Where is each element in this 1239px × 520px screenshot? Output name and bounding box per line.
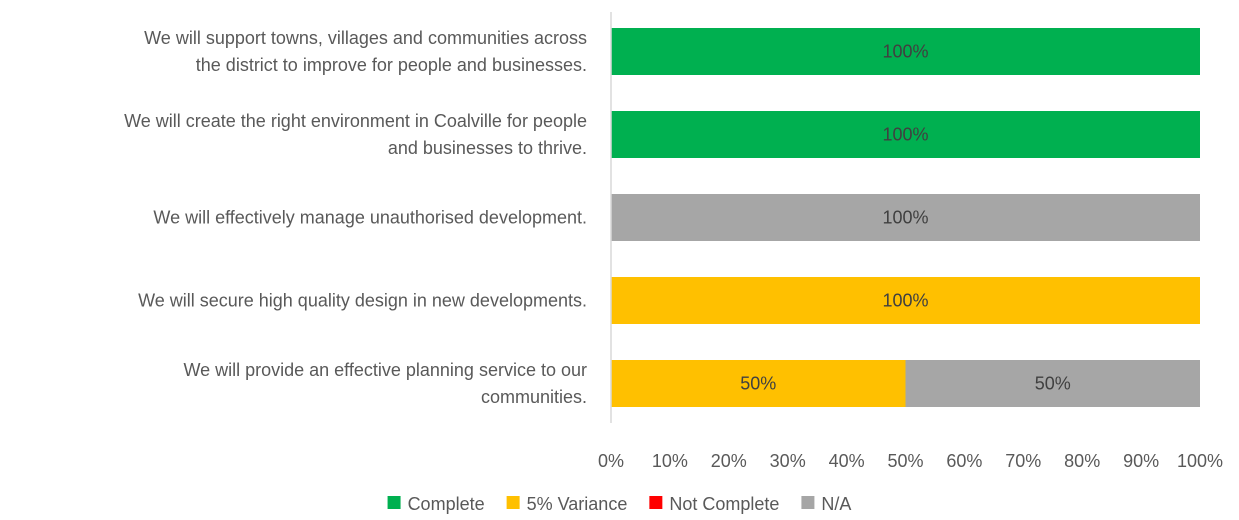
category-label-5: We will provide an effective planning se… [183, 360, 587, 407]
legend-label-5-variance: 5% Variance [527, 494, 628, 514]
legend-label-n-a: N/A [821, 494, 851, 514]
x-tick-label: 20% [711, 451, 747, 471]
data-label-n-a-5: 50% [1035, 374, 1071, 394]
x-tick-label: 50% [887, 451, 923, 471]
x-tick-label: 80% [1064, 451, 1100, 471]
legend-label-complete: Complete [408, 494, 485, 514]
legend-swatch-5-variance [506, 496, 520, 509]
x-tick-label: 100% [1177, 451, 1223, 471]
legend-item-complete: Complete [387, 494, 485, 514]
legend-item-5-variance: 5% Variance [506, 494, 628, 514]
bar-complete-1 [611, 28, 1200, 75]
category-labels: We will support towns, villages and comm… [124, 28, 587, 407]
x-tick-label: 10% [652, 451, 688, 471]
bar-complete-2 [611, 111, 1200, 158]
x-axis-ticks: 0% 10% 20% 30% 40% 50% 60% 70% 80% 90% 100% [598, 451, 1223, 471]
legend-swatch-n-a [801, 496, 815, 509]
legend-swatch-not-complete [649, 496, 663, 509]
x-tick-label: 40% [829, 451, 865, 471]
category-label-2: We will create the right environment in … [124, 111, 587, 158]
data-label-complete-2: 100% [882, 125, 928, 145]
legend-item-not-complete: Not Complete [649, 494, 779, 514]
bar-n-a-5 [905, 360, 1200, 407]
x-tick-label: 0% [598, 451, 624, 471]
legend: Complete 5% Variance Not Complete N/A [387, 494, 851, 514]
category-label-4: We will secure high quality design in ne… [138, 291, 587, 311]
x-tick-label: 30% [770, 451, 806, 471]
data-label-5-variance-4: 100% [882, 291, 928, 311]
category-label-1: We will support towns, villages and comm… [144, 28, 587, 75]
data-label-5-variance-5: 50% [740, 374, 776, 394]
data-label-complete-1: 100% [882, 42, 928, 62]
x-tick-label: 70% [1005, 451, 1041, 471]
bar-5-variance-5 [611, 360, 906, 407]
legend-swatch-complete [387, 496, 401, 509]
data-label-n-a-3: 100% [882, 208, 928, 228]
x-tick-label: 60% [946, 451, 982, 471]
category-label-3: We will effectively manage unauthorised … [153, 208, 587, 228]
bars-layer: 100% 100% 100% 100% 50% 50% [611, 28, 1200, 407]
x-tick-label: 90% [1123, 451, 1159, 471]
legend-label-not-complete: Not Complete [669, 494, 779, 514]
legend-item-n-a: N/A [801, 494, 851, 514]
bar-n-a-3 [611, 194, 1200, 241]
bar-5-variance-4 [611, 277, 1200, 324]
